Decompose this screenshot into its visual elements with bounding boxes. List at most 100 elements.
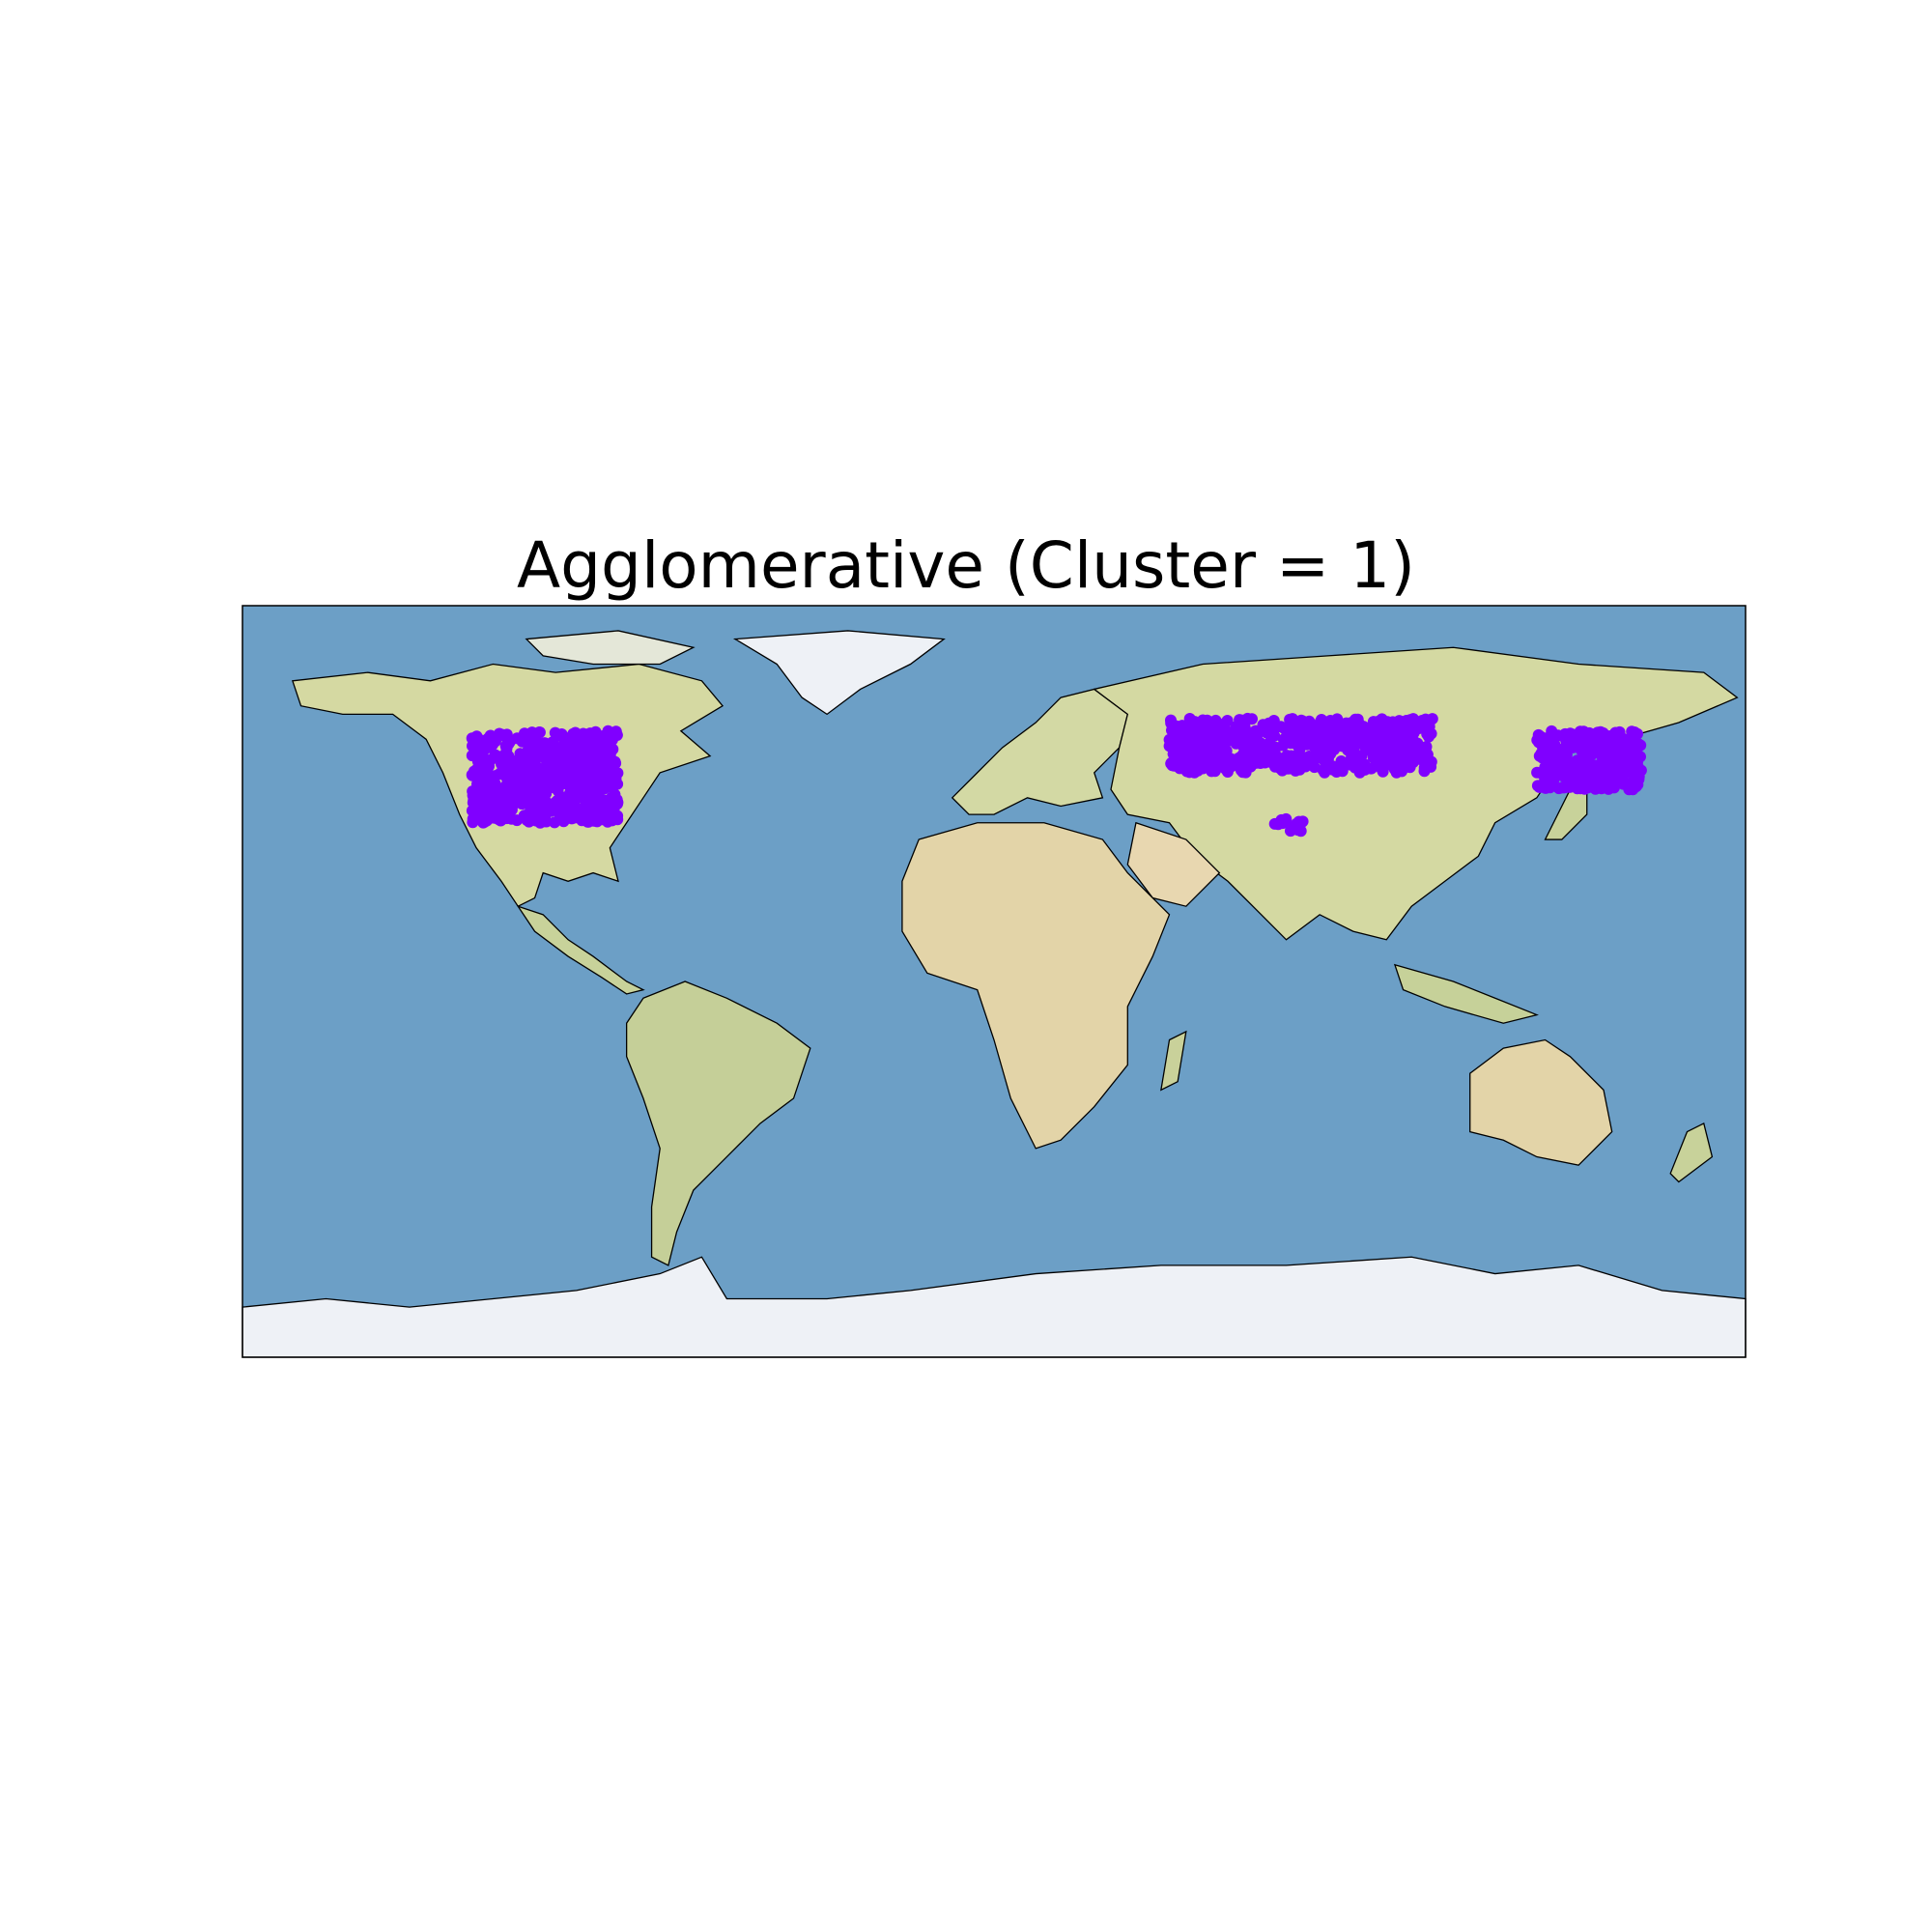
cluster-point — [608, 777, 620, 789]
cluster-point — [567, 727, 580, 740]
cluster-point — [582, 767, 595, 780]
cluster-point — [553, 767, 565, 780]
cluster-point — [1246, 713, 1258, 725]
cluster-point — [1268, 817, 1281, 830]
cluster-point — [553, 780, 565, 792]
cluster-point — [1615, 763, 1628, 776]
cluster-point — [1233, 733, 1245, 746]
cluster-point — [540, 787, 553, 800]
cluster-point — [563, 760, 576, 773]
chart-title: Agglomerative (Cluster = 1) — [517, 528, 1415, 603]
cluster-point — [611, 767, 624, 780]
arctic-islands — [525, 630, 696, 666]
world-map — [242, 605, 1747, 1358]
cluster-point — [1611, 735, 1624, 748]
cluster-point — [503, 735, 516, 748]
cluster-point — [1398, 738, 1410, 751]
cluster-point — [1614, 747, 1627, 759]
cluster-point — [1275, 721, 1287, 733]
cluster-point — [1317, 764, 1329, 777]
cluster-point — [609, 755, 621, 768]
cluster-point — [1373, 730, 1385, 743]
cluster-point — [481, 777, 494, 789]
cluster-point — [1329, 762, 1342, 775]
cluster-point — [1545, 753, 1557, 764]
cluster-point — [1605, 755, 1617, 767]
cluster-point — [1563, 779, 1576, 791]
cluster-point — [1277, 739, 1290, 752]
cluster-point — [610, 798, 622, 810]
cluster-point — [1284, 713, 1296, 725]
cluster-point — [466, 750, 478, 762]
cluster-point — [1184, 724, 1197, 737]
cluster-point — [1211, 735, 1224, 748]
cluster-point — [1301, 728, 1314, 741]
cluster-point — [1531, 734, 1544, 747]
cluster-point — [1580, 759, 1593, 772]
cluster-point — [1356, 757, 1369, 770]
cluster-point — [549, 753, 561, 765]
cluster-point — [1192, 755, 1205, 768]
map-frame — [242, 605, 1747, 1358]
cluster-point — [1399, 717, 1411, 729]
cluster-point — [575, 737, 586, 750]
cluster-point — [1205, 744, 1217, 756]
cluster-point — [532, 751, 545, 763]
cluster-point — [1254, 757, 1266, 769]
australia-landmass — [1469, 1038, 1613, 1166]
cluster-point — [1634, 739, 1647, 752]
cluster-point — [1554, 767, 1567, 780]
cluster-point — [472, 800, 485, 812]
cluster-point — [1630, 760, 1642, 773]
cluster-point — [1574, 779, 1586, 791]
cluster-point — [1237, 747, 1250, 759]
cluster-point — [478, 808, 491, 820]
cluster-point — [1568, 763, 1580, 776]
cluster-point — [487, 733, 499, 746]
cluster-point — [1216, 756, 1229, 769]
cluster-point — [546, 737, 558, 750]
cluster-point — [1293, 744, 1306, 756]
cluster-point — [1539, 773, 1551, 785]
cluster-point — [1580, 732, 1593, 745]
cluster-point — [1203, 729, 1215, 742]
cluster-point — [1315, 750, 1327, 762]
cluster-point — [1364, 733, 1377, 746]
arabian-peninsula — [1126, 821, 1221, 907]
cluster-point — [1222, 734, 1234, 747]
cluster-point — [604, 727, 616, 739]
cluster-point — [1425, 760, 1437, 773]
cluster-point — [541, 762, 554, 775]
cluster-point — [1390, 756, 1403, 769]
cluster-point — [529, 733, 542, 746]
cluster-point — [470, 771, 483, 783]
cluster-point — [1294, 825, 1307, 838]
cluster-point — [527, 793, 540, 806]
cluster-point — [1548, 738, 1561, 751]
cluster-point — [544, 774, 556, 786]
cluster-point — [1328, 715, 1341, 727]
cluster-point — [1582, 781, 1595, 793]
cluster-point — [1183, 713, 1196, 724]
cluster-point — [1315, 715, 1327, 727]
cluster-point — [1211, 720, 1224, 732]
cluster-point — [573, 770, 585, 781]
cluster-point — [538, 797, 551, 810]
cluster-point — [522, 744, 534, 756]
cluster-point — [1245, 740, 1258, 753]
cluster-point — [1257, 719, 1269, 731]
cluster-point — [1406, 755, 1418, 768]
cluster-point — [1278, 755, 1291, 768]
south-america-landmass — [625, 980, 811, 1266]
cluster-point — [1600, 781, 1611, 793]
cluster-point — [489, 749, 501, 761]
cluster-point — [525, 762, 537, 775]
cluster-point — [480, 767, 493, 780]
cluster-point — [574, 808, 586, 820]
cluster-point — [513, 753, 526, 766]
cluster-point — [549, 726, 561, 739]
cluster-point — [587, 735, 600, 748]
cluster-point — [1230, 721, 1242, 733]
cluster-point — [497, 783, 510, 796]
